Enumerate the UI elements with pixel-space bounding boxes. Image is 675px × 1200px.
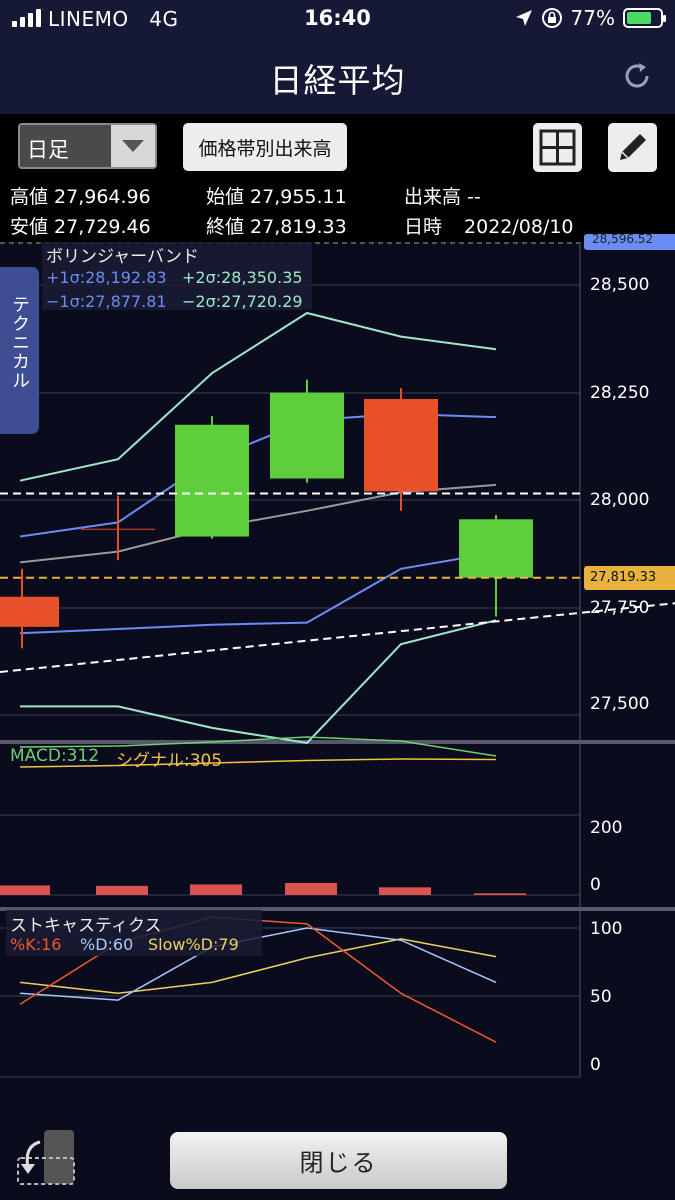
volume: 出来高 -- (404, 186, 481, 208)
grid-icon (539, 129, 576, 166)
macd-histogram-bar (96, 885, 148, 895)
low-price: 安値 27,729.46 (10, 216, 151, 238)
nav-bar: 日経平均 (0, 38, 675, 114)
panel-separator (0, 907, 675, 911)
chevron-down-icon (111, 125, 155, 167)
macd-tick: 0 (590, 875, 601, 895)
technical-tab-label: テクニカル (9, 295, 30, 390)
bollinger-legend: ボリンジャーバンド +1σ:28,192.83 +2σ:28,350.35 −1… (42, 242, 312, 311)
slow-d-line (19, 938, 497, 995)
chart-canvas[interactable] (0, 242, 675, 1112)
close-price: 終値 27,819.33 (206, 216, 347, 238)
page-title: 日経平均 (269, 61, 406, 100)
price-info: 高値 27,964.96 始値 27,955.11 出来高 -- 安値 27,729.4… (0, 176, 675, 242)
stochastic-legend: ストキャスティクス %K:16 %D:60 Slow%D:79 (6, 910, 262, 956)
bollinger-minus1: −1σ:27,877.81 (46, 292, 167, 311)
price-tick: 28,000 (590, 490, 650, 510)
carrier-label: LINEMO 4G (48, 7, 179, 31)
bollinger-minus2: −2σ:27,720.29 (182, 292, 303, 311)
candle-body (0, 596, 59, 627)
stoch-tick: 50 (590, 987, 612, 1007)
layout-grid-button[interactable] (533, 123, 582, 172)
bollinger-plus2-line (19, 311, 497, 482)
price-tick: 28,500 (590, 275, 650, 295)
signal-line (19, 758, 497, 768)
open-price: 始値 27,955.11 (206, 186, 347, 208)
candle-body (175, 424, 249, 537)
trend-line (0, 602, 675, 673)
status-right: 77% (515, 6, 666, 30)
draw-button[interactable] (608, 123, 657, 172)
battery-icon (623, 8, 666, 28)
bollinger-title: ボリンジャーバンド (46, 247, 199, 267)
rotation-lock-icon (541, 8, 562, 28)
stoch-tick: 100 (590, 919, 623, 939)
macd-histogram-bar (379, 887, 431, 895)
candle-body (270, 392, 344, 479)
price-tick: 27,500 (590, 694, 650, 714)
stochastic-title: ストキャスティクス (10, 916, 162, 936)
top-price-tag: 28,596.52 (584, 234, 675, 250)
refresh-icon[interactable] (621, 60, 653, 92)
date: 日時 2022/08/10 (404, 216, 574, 238)
toolbar: 日足 価格帯別出来高 (0, 114, 675, 176)
high-price: 高値 27,964.96 (10, 186, 151, 208)
chart-area[interactable]: 28,500 28,250 28,000 27,750 27,500 28,59… (0, 234, 675, 1112)
rotate-screen-icon[interactable] (14, 1128, 78, 1192)
bollinger-plus1: +1σ:28,192.83 (46, 268, 167, 287)
technical-tab[interactable]: テクニカル (0, 267, 39, 434)
clock: 16:40 (304, 6, 371, 30)
location-icon (515, 10, 532, 26)
candle-body (459, 519, 533, 578)
signal-label: シグナル:305 (116, 751, 223, 771)
slow-d-label: Slow%D:79 (148, 935, 239, 954)
k-label: %K:16 (10, 935, 62, 954)
current-price-tag: 27,819.33 (584, 566, 675, 590)
moving-average-line (19, 483, 497, 564)
d-label: %D:60 (80, 935, 134, 954)
battery-percent: 77% (570, 6, 615, 30)
price-tick: 28,250 (590, 383, 650, 403)
panel-separator (0, 740, 675, 744)
pencil-icon (620, 134, 646, 160)
price-tick: 27,750 (590, 598, 650, 618)
macd-histogram-bar (190, 884, 242, 895)
volume-by-price-button[interactable]: 価格帯別出来高 (183, 123, 347, 171)
bollinger-minus2-line (20, 619, 497, 744)
bollinger-minus1-line (19, 551, 497, 635)
status-bar: LINEMO 4G 16:40 77% (0, 0, 675, 38)
candle-body (364, 398, 438, 492)
macd-label: MACD:312 (10, 746, 100, 766)
close-button[interactable]: 閉じる (170, 1132, 507, 1189)
macd-line (19, 736, 497, 757)
bottom-bar: 閉じる (0, 1112, 675, 1200)
signal-icon (12, 9, 41, 27)
stoch-tick: 0 (590, 1055, 601, 1075)
macd-histogram-bar (474, 893, 526, 895)
bollinger-plus2: +2σ:28,350.35 (182, 268, 303, 287)
macd-histogram-bar (285, 883, 337, 895)
macd-tick: 200 (590, 818, 623, 838)
period-value: 日足 (27, 138, 69, 162)
period-select[interactable]: 日足 (18, 123, 157, 169)
macd-histogram-bar (0, 885, 50, 895)
